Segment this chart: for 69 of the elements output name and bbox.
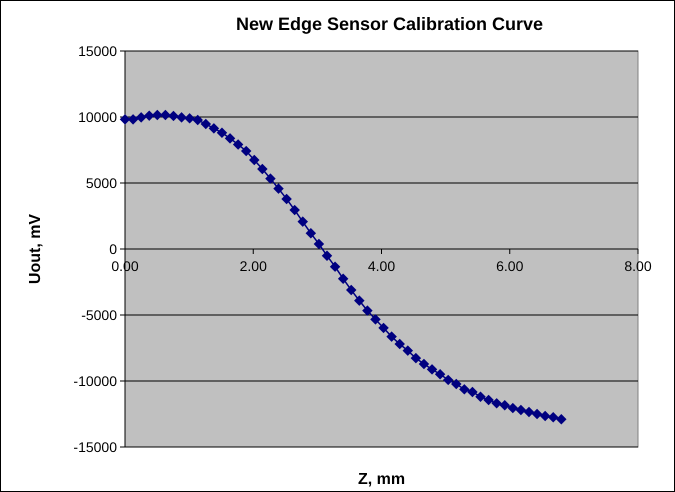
x-tick-label: 8.00 (624, 258, 652, 274)
point (500, 400, 510, 411)
point (128, 114, 138, 125)
y-tick-label: 15000 (78, 42, 118, 59)
point (136, 112, 146, 123)
y-tick-label: 5000 (86, 174, 118, 191)
point (362, 305, 373, 316)
x-tick-label: 2.00 (240, 258, 268, 274)
point (378, 322, 389, 334)
point (322, 250, 332, 261)
point (306, 228, 316, 239)
y-tick-label: -10000 (73, 372, 118, 389)
x-tick-label: 6.00 (496, 258, 524, 274)
point (281, 194, 292, 204)
point (152, 110, 163, 120)
point (216, 127, 228, 138)
point (224, 133, 236, 144)
point (442, 374, 454, 386)
point (168, 110, 179, 122)
y-tick-label: -5000 (81, 306, 118, 323)
point (370, 314, 381, 325)
point (120, 114, 130, 125)
point (516, 404, 526, 416)
point (410, 352, 422, 364)
point (184, 113, 195, 124)
point (394, 338, 405, 350)
y-axis-title: Uout, mV (27, 214, 44, 284)
point (249, 154, 260, 166)
point (160, 110, 171, 120)
point (192, 114, 203, 126)
point (330, 261, 340, 272)
chart-title: New Edge Sensor Calibration Curve (236, 14, 544, 34)
point (386, 331, 397, 342)
point (540, 410, 550, 422)
point (200, 118, 212, 130)
x-tick-label: 4.00 (368, 258, 396, 274)
point (491, 398, 502, 409)
point (208, 123, 220, 134)
point (467, 386, 478, 398)
point (418, 358, 430, 370)
point (176, 112, 187, 123)
point (532, 408, 542, 420)
y-tick-label: 10000 (78, 108, 118, 125)
point (298, 216, 308, 227)
point (273, 183, 284, 194)
point (434, 369, 446, 380)
point (144, 110, 154, 121)
point (483, 394, 494, 406)
point (548, 412, 558, 423)
point (257, 164, 268, 174)
y-tick-label: 0 (109, 240, 118, 257)
point (314, 238, 324, 250)
point (354, 295, 365, 306)
point (459, 384, 470, 395)
point (338, 273, 348, 284)
point (524, 406, 534, 418)
y-tick-label: -15000 (73, 438, 118, 455)
point (556, 414, 567, 425)
point (240, 146, 252, 156)
point (346, 284, 356, 296)
point (265, 173, 276, 184)
point (508, 402, 518, 414)
point (232, 139, 244, 150)
point (289, 204, 300, 216)
point (402, 345, 414, 356)
point (475, 391, 486, 402)
point (426, 364, 438, 375)
point (451, 378, 462, 390)
x-axis-title: Z, mm (358, 471, 406, 488)
